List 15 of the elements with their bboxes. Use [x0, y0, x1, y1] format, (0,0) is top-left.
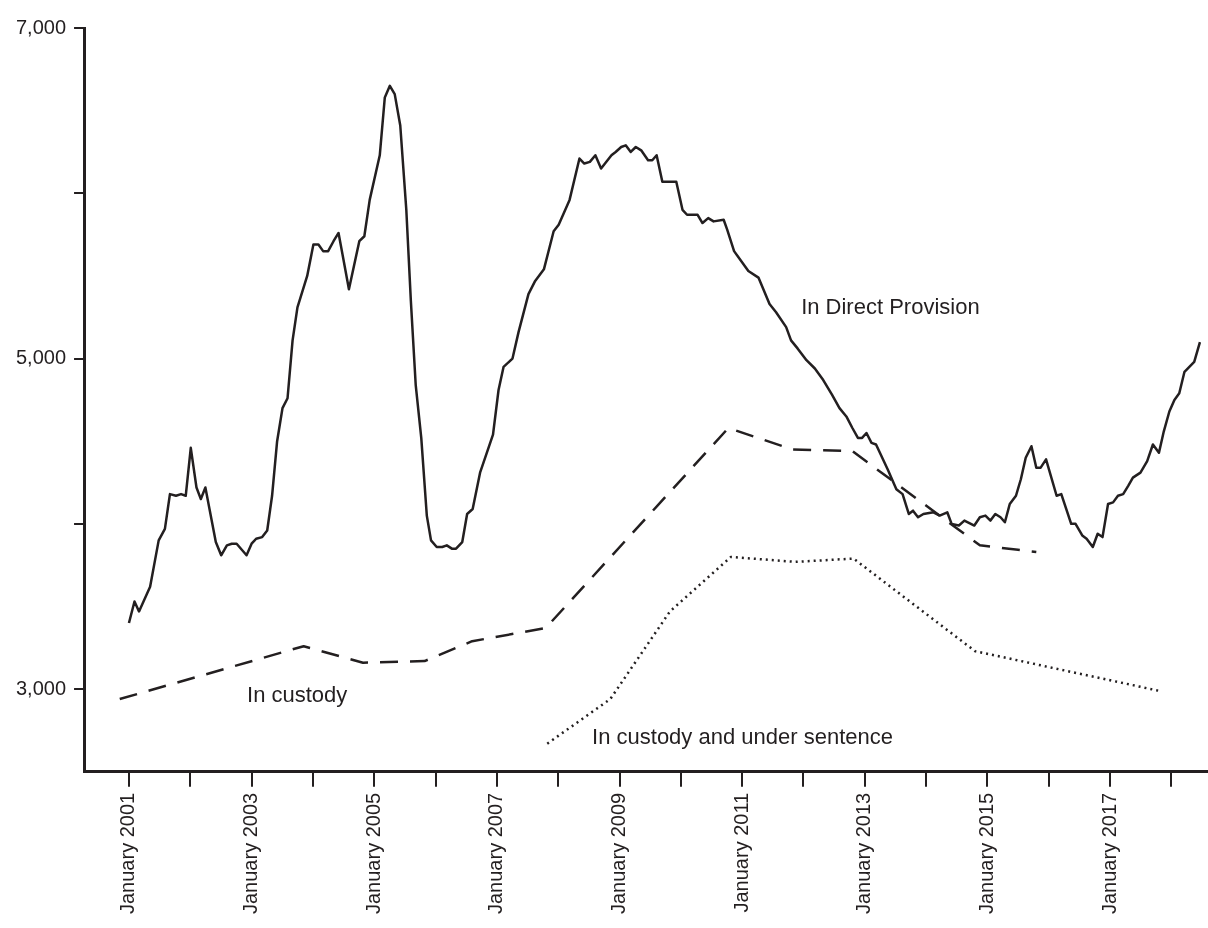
x-tick-label: January 2009: [607, 792, 630, 914]
y-tick-label: 7,000: [15, 15, 67, 38]
x-tick-label: January 2005: [361, 792, 384, 914]
series-label: In Direct Provision: [801, 294, 980, 320]
series-label: In custody and under sentence: [592, 724, 893, 750]
x-tick-label: January 2011: [729, 792, 752, 913]
series-label: In custody: [247, 681, 348, 707]
x-tick-label: January 2013: [852, 792, 875, 914]
y-tick-label: 3,000: [15, 676, 67, 699]
x-tick-label: January 2001: [116, 792, 139, 914]
y-tick-label: 5,000: [15, 346, 67, 369]
x-tick-label: January 2007: [484, 792, 507, 914]
x-tick-label: January 2017: [1097, 792, 1120, 914]
x-tick-label: January 2003: [239, 792, 262, 914]
x-tick-label: January 2015: [974, 792, 997, 914]
